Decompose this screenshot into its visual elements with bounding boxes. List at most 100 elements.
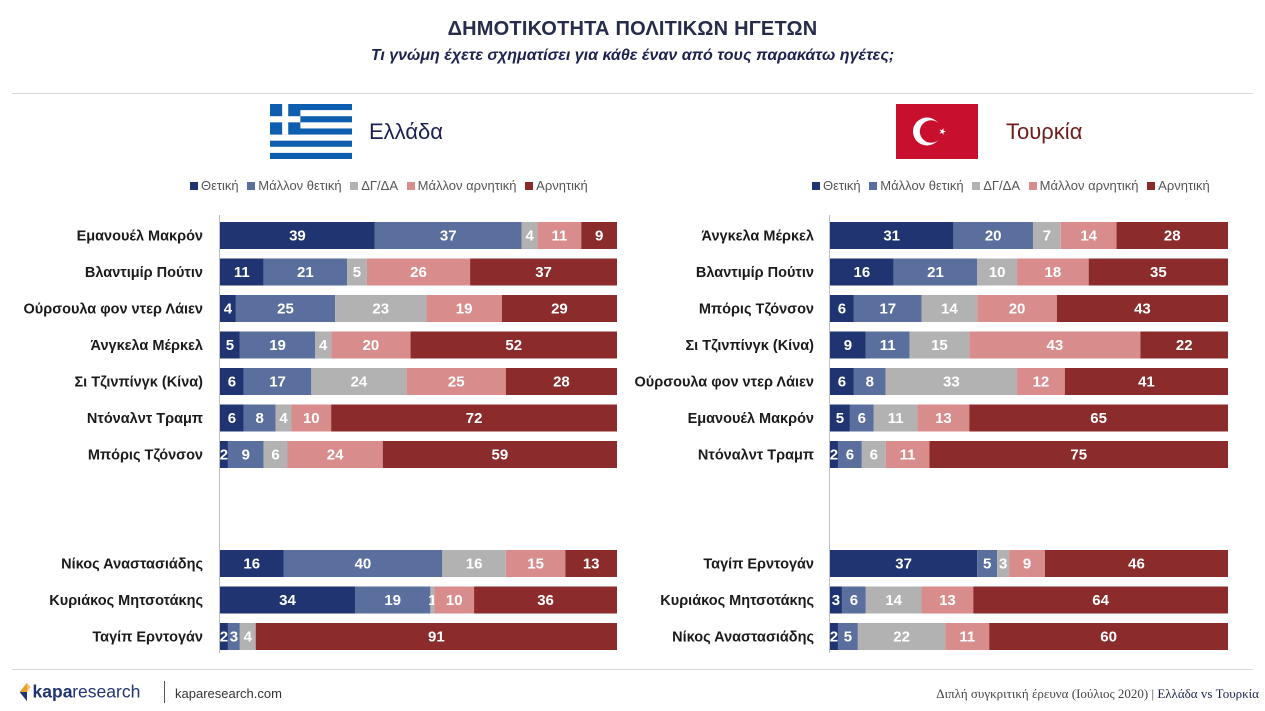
data-label: 11 (959, 629, 975, 646)
bar-segment (973, 586, 1228, 614)
bar-segment (410, 331, 617, 359)
website-link[interactable]: kaparesearch.com (175, 686, 282, 701)
page-title: ΔΗΜΟΤΙΚΟΤΗΤΑ ΠΟΛΙΤΙΚΩΝ ΗΓΕΤΩΝ (447, 18, 818, 40)
data-label: 17 (269, 374, 286, 391)
bar-segment (331, 404, 617, 432)
data-label: 43 (1047, 337, 1064, 354)
bar-segment (977, 550, 998, 577)
data-label: 19 (456, 301, 473, 318)
bar-segment (830, 222, 954, 249)
bar-segment (243, 368, 312, 395)
bar-segment (283, 550, 443, 577)
data-label: 31 (883, 228, 900, 245)
legend-swatch (525, 181, 534, 190)
data-label: 3 (999, 556, 1007, 573)
data-label: 33 (943, 374, 960, 391)
data-label: 22 (1176, 337, 1193, 354)
data-label: 17 (879, 301, 896, 318)
country-title-greece: Ελλάδα (369, 119, 444, 144)
data-label: 3 (230, 629, 238, 646)
category-label: Νίκος Αναστασιάδης (61, 557, 203, 573)
data-label: 6 (838, 301, 846, 318)
bar-segment (977, 295, 1057, 322)
legend-swatch (972, 181, 981, 190)
bar-segment (885, 441, 930, 468)
data-label: 9 (595, 228, 603, 245)
bar-segment (837, 441, 862, 468)
data-label: 6 (838, 374, 846, 391)
bar-segment (263, 258, 348, 286)
data-label: 11 (880, 337, 896, 354)
category-label: Μπόρις Τζόνσον (88, 448, 203, 464)
category-label: Κυριάκος Μητσοτάκης (660, 593, 814, 609)
category-label: Νίκος Αναστασιάδης (672, 630, 814, 646)
data-label: 34 (279, 592, 296, 609)
bar-segment (537, 222, 582, 249)
category-label: Άνγκελα Μέρκελ (702, 229, 814, 245)
data-label: 8 (866, 374, 874, 391)
data-label: 18 (1045, 264, 1062, 281)
bar-segment (374, 222, 522, 249)
data-label: 12 (1033, 374, 1050, 391)
legend-label: Μάλλον αρνητική (1039, 178, 1139, 193)
data-label: 39 (289, 228, 306, 245)
data-label: 20 (363, 337, 380, 354)
survey-note: Διπλή συγκριτική έρευνα (Ιούλιος 2020) |… (936, 686, 1259, 702)
survey-note-highlight: Ελλάδα vs Τουρκία (1157, 686, 1259, 701)
bar-segment (945, 623, 990, 650)
bar-segment (426, 295, 502, 322)
bar-segment (969, 331, 1141, 359)
legend-item-dk-na: ΔΓ/ΔΑ (972, 178, 1020, 193)
footer-divider (12, 669, 1253, 670)
data-label: 10 (303, 410, 320, 427)
bar-segment (873, 404, 918, 432)
bar-segment (849, 404, 874, 432)
data-label: 5 (983, 556, 991, 573)
data-label: 60 (1100, 629, 1117, 646)
bar-row: Ντόναλντ Τραμπ 6 8 4 10 72 (87, 404, 617, 432)
bar-segment (1060, 222, 1117, 249)
data-label: 7 (1043, 228, 1051, 245)
data-label: 65 (1090, 410, 1107, 427)
legend-item-rather-negative: Μάλλον αρνητική (1028, 178, 1139, 193)
legend-label: Αρνητική (1158, 178, 1210, 193)
bar-segment (830, 441, 838, 468)
bar-segment (263, 441, 288, 468)
bar-segment (830, 623, 838, 650)
data-label: 4 (279, 410, 288, 427)
data-label: 11 (234, 264, 250, 281)
category-axis (219, 215, 220, 653)
bar-segment (220, 550, 284, 577)
data-label: 6 (846, 447, 854, 464)
bar-segment (366, 258, 471, 286)
bar-row: Κυριάκος Μητσοτάκης 3 6 14 13 64 (660, 586, 1228, 614)
bar-segment (239, 623, 256, 650)
legend-item-negative: Αρνητική (1147, 178, 1210, 193)
bar-segment (501, 295, 617, 322)
bar-segment (830, 586, 842, 614)
legend-label: Μάλλον θετική (880, 178, 964, 193)
bar-segment (1009, 550, 1045, 577)
page-subtitle: Τι γνώμη έχετε σχηματίσει για κάθε έναν … (370, 47, 895, 64)
legend-swatch (812, 181, 820, 190)
category-label: Άνγκελα Μέρκελ (91, 338, 203, 354)
data-label: 36 (537, 592, 554, 609)
legend-swatch (350, 181, 359, 190)
bar-segment (830, 258, 894, 286)
bar-row: Μπόρις Τζόνσον 2 9 6 24 59 (88, 441, 617, 468)
data-label: 21 (927, 264, 944, 281)
legend-item-rather-negative: Μάλλον αρνητική (406, 178, 517, 193)
data-label: 4 (244, 629, 253, 646)
data-label: 2 (220, 447, 228, 464)
data-label: 26 (410, 264, 427, 281)
data-label: 4 (319, 337, 328, 354)
bar-segment (227, 441, 264, 468)
category-label: Ούρσουλα φον ντερ Λάιεν (24, 302, 204, 318)
data-label: 11 (900, 447, 916, 464)
data-label: 11 (888, 410, 904, 427)
bar-row: Άνγκελα Μέρκελ 5 19 4 20 52 (91, 331, 617, 359)
bar-segment (335, 295, 427, 322)
country-title-turkey: Τουρκία (1006, 119, 1083, 144)
bar-segment (347, 258, 367, 286)
data-label: 14 (1080, 228, 1097, 245)
